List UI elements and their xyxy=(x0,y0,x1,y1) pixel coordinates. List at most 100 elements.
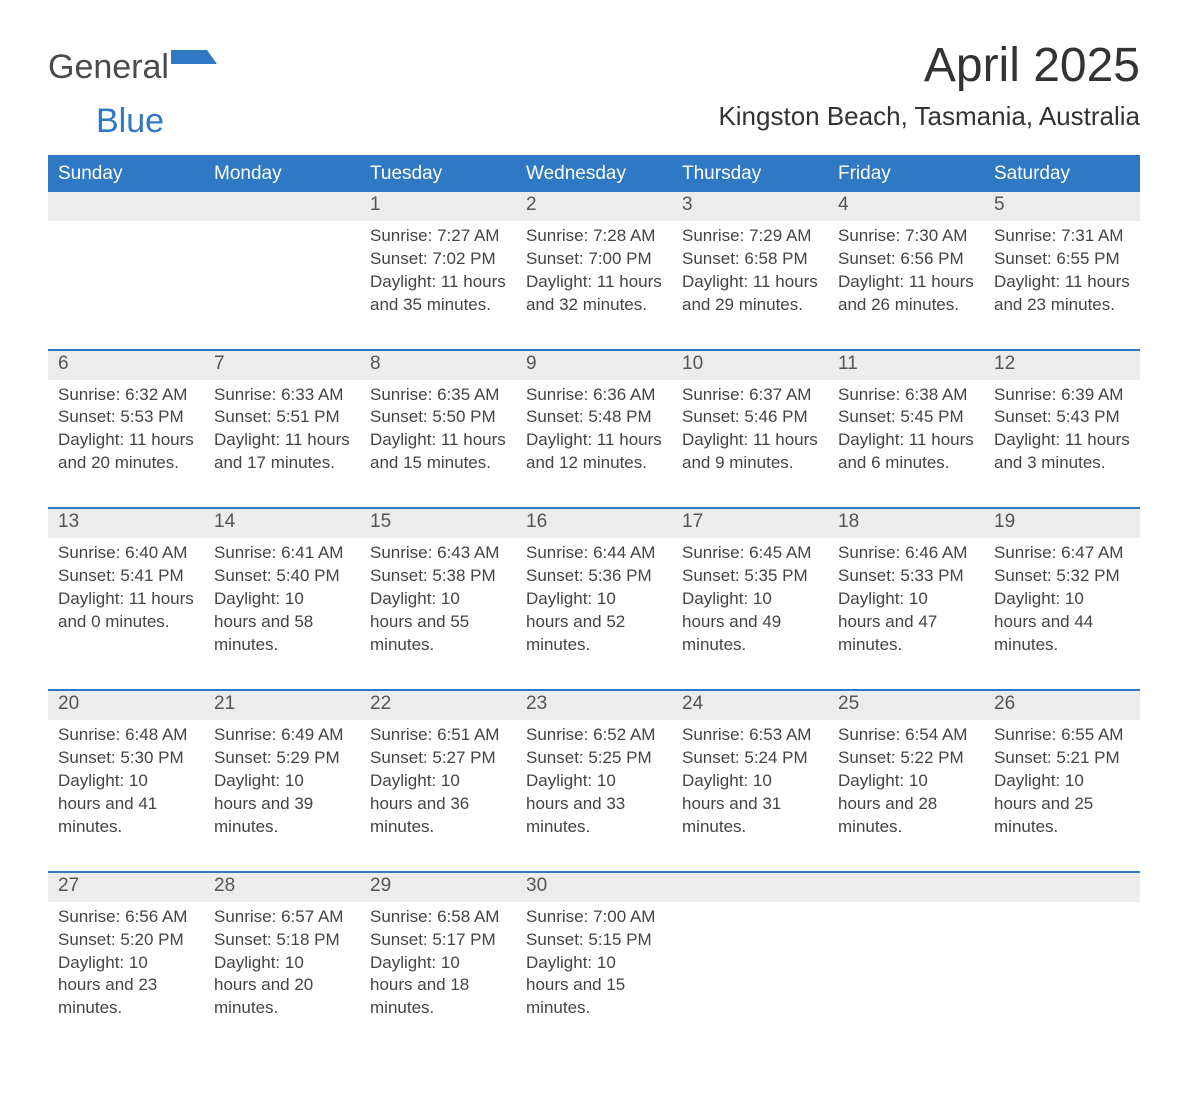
sunrise-text: Sunrise: 6:52 AM xyxy=(526,724,662,747)
daylight-text: Daylight: 10 hours and 39 minutes. xyxy=(214,770,350,839)
daylight-text: Daylight: 11 hours and 32 minutes. xyxy=(526,271,662,317)
day-cell: Sunrise: 6:35 AMSunset: 5:50 PMDaylight:… xyxy=(360,380,516,508)
sunrise-text: Sunrise: 6:33 AM xyxy=(214,384,350,407)
day-cell: Sunrise: 6:54 AMSunset: 5:22 PMDaylight:… xyxy=(828,720,984,871)
day-number: 14 xyxy=(204,509,360,538)
daylight-text: Daylight: 10 hours and 15 minutes. xyxy=(526,952,662,1021)
sunset-text: Sunset: 7:02 PM xyxy=(370,248,506,271)
day-number: 24 xyxy=(672,691,828,720)
sunset-text: Sunset: 5:21 PM xyxy=(994,747,1130,770)
day-number: 29 xyxy=(360,873,516,902)
sunset-text: Sunset: 5:48 PM xyxy=(526,406,662,429)
sunrise-text: Sunrise: 6:54 AM xyxy=(838,724,974,747)
day-cell: Sunrise: 6:57 AMSunset: 5:18 PMDaylight:… xyxy=(204,902,360,1053)
week-row: 13141516171819Sunrise: 6:40 AMSunset: 5:… xyxy=(48,507,1140,689)
sunset-text: Sunset: 5:33 PM xyxy=(838,565,974,588)
day-cell: Sunrise: 6:55 AMSunset: 5:21 PMDaylight:… xyxy=(984,720,1140,871)
daylight-text: Daylight: 10 hours and 23 minutes. xyxy=(58,952,194,1021)
flag-icon xyxy=(171,50,217,83)
daylight-text: Daylight: 11 hours and 17 minutes. xyxy=(214,429,350,475)
day-number: 17 xyxy=(672,509,828,538)
calendar-page: General Ge April 2025 Kingston Beach, Ta… xyxy=(0,0,1188,1112)
dow-saturday: Saturday xyxy=(984,157,1140,192)
day-number-row: 13141516171819 xyxy=(48,509,1140,538)
day-number: 25 xyxy=(828,691,984,720)
daylight-text: Daylight: 10 hours and 49 minutes. xyxy=(682,588,818,657)
day-number xyxy=(48,192,204,221)
day-number xyxy=(204,192,360,221)
day-cell xyxy=(204,221,360,349)
sunset-text: Sunset: 6:56 PM xyxy=(838,248,974,271)
daylight-text: Daylight: 10 hours and 58 minutes. xyxy=(214,588,350,657)
daylight-text: Daylight: 10 hours and 55 minutes. xyxy=(370,588,506,657)
sunset-text: Sunset: 5:24 PM xyxy=(682,747,818,770)
dow-thursday: Thursday xyxy=(672,157,828,192)
sunrise-text: Sunrise: 6:55 AM xyxy=(994,724,1130,747)
day-number: 12 xyxy=(984,351,1140,380)
sunset-text: Sunset: 5:32 PM xyxy=(994,565,1130,588)
sunset-text: Sunset: 5:35 PM xyxy=(682,565,818,588)
sunrise-text: Sunrise: 6:58 AM xyxy=(370,906,506,929)
day-cell: Sunrise: 6:32 AMSunset: 5:53 PMDaylight:… xyxy=(48,380,204,508)
day-number: 26 xyxy=(984,691,1140,720)
day-cell: Sunrise: 6:40 AMSunset: 5:41 PMDaylight:… xyxy=(48,538,204,689)
day-cell: Sunrise: 7:30 AMSunset: 6:56 PMDaylight:… xyxy=(828,221,984,349)
day-cell xyxy=(672,902,828,1053)
sunrise-text: Sunrise: 6:48 AM xyxy=(58,724,194,747)
day-number: 10 xyxy=(672,351,828,380)
daylight-text: Daylight: 10 hours and 28 minutes. xyxy=(838,770,974,839)
daylight-text: Daylight: 10 hours and 20 minutes. xyxy=(214,952,350,1021)
daylight-text: Daylight: 10 hours and 31 minutes. xyxy=(682,770,818,839)
day-number: 22 xyxy=(360,691,516,720)
sunset-text: Sunset: 7:00 PM xyxy=(526,248,662,271)
day-number: 20 xyxy=(48,691,204,720)
sunrise-text: Sunrise: 6:32 AM xyxy=(58,384,194,407)
sunrise-text: Sunrise: 7:30 AM xyxy=(838,225,974,248)
daylight-text: Daylight: 10 hours and 47 minutes. xyxy=(838,588,974,657)
day-number: 11 xyxy=(828,351,984,380)
day-of-week-header: Sunday Monday Tuesday Wednesday Thursday… xyxy=(48,157,1140,192)
sunset-text: Sunset: 5:29 PM xyxy=(214,747,350,770)
week-row: 12345Sunrise: 7:27 AMSunset: 7:02 PMDayl… xyxy=(48,192,1140,349)
sunrise-text: Sunrise: 7:27 AM xyxy=(370,225,506,248)
day-cell: Sunrise: 6:47 AMSunset: 5:32 PMDaylight:… xyxy=(984,538,1140,689)
sunset-text: Sunset: 5:22 PM xyxy=(838,747,974,770)
day-body-row: Sunrise: 6:40 AMSunset: 5:41 PMDaylight:… xyxy=(48,538,1140,689)
sunset-text: Sunset: 5:41 PM xyxy=(58,565,194,588)
day-number: 19 xyxy=(984,509,1140,538)
daylight-text: Daylight: 11 hours and 20 minutes. xyxy=(58,429,194,475)
day-body-row: Sunrise: 6:48 AMSunset: 5:30 PMDaylight:… xyxy=(48,720,1140,871)
sunrise-text: Sunrise: 6:38 AM xyxy=(838,384,974,407)
title-block: April 2025 Kingston Beach, Tasmania, Aus… xyxy=(718,40,1140,132)
dow-sunday: Sunday xyxy=(48,157,204,192)
day-cell: Sunrise: 6:37 AMSunset: 5:46 PMDaylight:… xyxy=(672,380,828,508)
day-number xyxy=(828,873,984,902)
day-number: 7 xyxy=(204,351,360,380)
day-cell: Sunrise: 6:56 AMSunset: 5:20 PMDaylight:… xyxy=(48,902,204,1053)
sunrise-text: Sunrise: 6:53 AM xyxy=(682,724,818,747)
daylight-text: Daylight: 11 hours and 15 minutes. xyxy=(370,429,506,475)
day-cell: Sunrise: 6:38 AMSunset: 5:45 PMDaylight:… xyxy=(828,380,984,508)
day-cell: Sunrise: 7:31 AMSunset: 6:55 PMDaylight:… xyxy=(984,221,1140,349)
sunrise-text: Sunrise: 6:43 AM xyxy=(370,542,506,565)
day-number: 21 xyxy=(204,691,360,720)
daylight-text: Daylight: 11 hours and 29 minutes. xyxy=(682,271,818,317)
day-number: 23 xyxy=(516,691,672,720)
day-cell: Sunrise: 7:29 AMSunset: 6:58 PMDaylight:… xyxy=(672,221,828,349)
sunrise-text: Sunrise: 7:31 AM xyxy=(994,225,1130,248)
sunrise-text: Sunrise: 6:35 AM xyxy=(370,384,506,407)
week-row: 6789101112Sunrise: 6:32 AMSunset: 5:53 P… xyxy=(48,349,1140,508)
daylight-text: Daylight: 11 hours and 26 minutes. xyxy=(838,271,974,317)
day-body-row: Sunrise: 6:56 AMSunset: 5:20 PMDaylight:… xyxy=(48,902,1140,1053)
day-number: 8 xyxy=(360,351,516,380)
daylight-text: Daylight: 11 hours and 12 minutes. xyxy=(526,429,662,475)
daylight-text: Daylight: 10 hours and 25 minutes. xyxy=(994,770,1130,839)
day-number: 18 xyxy=(828,509,984,538)
week-row: 27282930Sunrise: 6:56 AMSunset: 5:20 PMD… xyxy=(48,871,1140,1053)
sunset-text: Sunset: 5:36 PM xyxy=(526,565,662,588)
sunrise-text: Sunrise: 6:45 AM xyxy=(682,542,818,565)
daylight-text: Daylight: 10 hours and 18 minutes. xyxy=(370,952,506,1021)
day-cell: Sunrise: 6:45 AMSunset: 5:35 PMDaylight:… xyxy=(672,538,828,689)
sunset-text: Sunset: 5:18 PM xyxy=(214,929,350,952)
day-cell: Sunrise: 6:33 AMSunset: 5:51 PMDaylight:… xyxy=(204,380,360,508)
